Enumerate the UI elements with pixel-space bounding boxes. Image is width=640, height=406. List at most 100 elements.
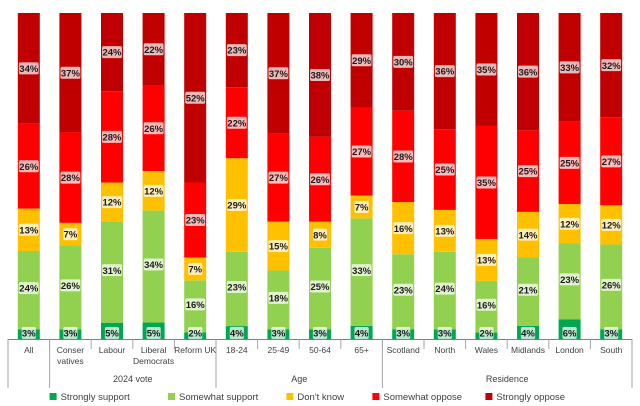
svg-text:3%: 3% <box>438 329 452 340</box>
svg-text:29%: 29% <box>227 201 247 212</box>
svg-text:7%: 7% <box>188 265 202 276</box>
svg-text:31%: 31% <box>102 266 122 277</box>
data-label-south-somewhat-support: 26% <box>601 278 621 291</box>
svg-text:16%: 16% <box>477 300 497 311</box>
svg-text:25%: 25% <box>560 158 580 169</box>
data-label-18-24-somewhat-oppose: 22% <box>226 116 247 129</box>
legend-item-somewhat-support: Somewhat support <box>168 392 259 403</box>
data-label-conser-vatives-don-t-know: 7% <box>63 228 78 241</box>
legend-item-somewhat-oppose: Somewhat oppose <box>372 392 462 403</box>
svg-text:27%: 27% <box>269 173 289 184</box>
svg-text:34%: 34% <box>19 64 39 75</box>
data-label-midlands-strongly-oppose: 36% <box>518 65 538 78</box>
svg-text:12%: 12% <box>144 186 164 197</box>
svg-text:3%: 3% <box>313 329 327 340</box>
category-label-north: North <box>434 345 455 355</box>
data-label-midlands-don-t-know: 14% <box>518 228 538 241</box>
data-label-labour-somewhat-support: 31% <box>102 264 122 277</box>
data-label-all-strongly-support: 3% <box>21 327 36 340</box>
data-label-north-don-t-know: 13% <box>434 224 455 237</box>
svg-text:24%: 24% <box>435 284 455 295</box>
data-label-liberal-democrats-somewhat-support: 34% <box>143 258 164 271</box>
category-label-midlands: Midlands <box>511 345 545 355</box>
data-label-reform-uk-don-t-know: 7% <box>188 262 203 276</box>
data-label-25-49-somewhat-support: 18% <box>268 291 289 304</box>
svg-text:7%: 7% <box>64 230 78 241</box>
svg-text:18%: 18% <box>269 293 289 304</box>
legend-item-don-t-know: Don't know <box>286 392 344 403</box>
category-label-labour: Labour <box>99 345 126 355</box>
svg-text:27%: 27% <box>602 157 622 168</box>
svg-text:3%: 3% <box>64 329 78 340</box>
svg-text:33%: 33% <box>352 266 372 277</box>
legend-label: Somewhat support <box>179 392 259 403</box>
data-label-18-24-strongly-support: 4% <box>229 327 244 340</box>
svg-text:4%: 4% <box>521 329 535 340</box>
category-label-south: South <box>600 345 622 355</box>
svg-text:6%: 6% <box>563 329 577 340</box>
data-label-25-49-don-t-know: 15% <box>268 240 289 253</box>
data-label-london-don-t-know: 12% <box>559 217 580 230</box>
svg-text:5%: 5% <box>105 329 119 340</box>
svg-text:27%: 27% <box>352 147 372 158</box>
svg-text:26%: 26% <box>61 281 81 292</box>
data-label-scotland-somewhat-support: 23% <box>393 283 414 296</box>
data-label-50-64-don-t-know: 8% <box>312 228 327 241</box>
data-label-65-somewhat-support: 33% <box>351 264 372 277</box>
data-label-conser-vatives-somewhat-oppose: 28% <box>60 171 80 184</box>
data-label-liberal-democrats-strongly-support: 5% <box>146 327 161 340</box>
category-label-scotland: Scotland <box>387 345 420 355</box>
data-label-wales-strongly-support: 2% <box>479 327 494 340</box>
legend: Strongly support Somewhat support Don't kn… <box>49 392 565 403</box>
data-label-all-strongly-oppose: 34% <box>18 62 39 75</box>
svg-text:35%: 35% <box>477 65 497 76</box>
data-label-reform-uk-strongly-oppose: 52% <box>185 91 206 104</box>
data-label-north-somewhat-support: 24% <box>434 282 455 295</box>
data-label-reform-uk-somewhat-oppose: 23% <box>185 214 205 227</box>
data-label-london-strongly-support: 6% <box>562 327 577 340</box>
svg-text:52%: 52% <box>186 93 206 104</box>
svg-text:23%: 23% <box>227 283 247 294</box>
legend-label: Strongly support <box>61 392 131 403</box>
svg-text:28%: 28% <box>102 132 122 143</box>
data-label-reform-uk-somewhat-support: 16% <box>185 298 205 311</box>
svg-text:23%: 23% <box>394 285 414 296</box>
svg-text:22%: 22% <box>227 118 247 129</box>
data-label-wales-somewhat-support: 16% <box>476 298 497 311</box>
data-label-south-strongly-support: 3% <box>604 327 619 340</box>
svg-text:38%: 38% <box>310 71 330 82</box>
legend-swatch <box>168 393 175 400</box>
svg-text:25%: 25% <box>310 282 330 293</box>
legend-item-strongly-support: Strongly support <box>49 392 131 403</box>
data-label-liberal-democrats-strongly-oppose: 22% <box>143 43 164 56</box>
data-label-conser-vatives-strongly-oppose: 37% <box>60 66 80 79</box>
data-label-north-strongly-oppose: 36% <box>434 65 455 78</box>
svg-text:15%: 15% <box>269 242 289 253</box>
data-label-65-strongly-oppose: 29% <box>351 54 372 67</box>
data-label-18-24-don-t-know: 29% <box>226 199 247 212</box>
data-label-50-64-somewhat-support: 25% <box>310 280 330 293</box>
data-label-25-49-strongly-oppose: 37% <box>268 67 288 80</box>
category-label-wales: Wales <box>475 345 498 355</box>
svg-text:3%: 3% <box>604 329 618 340</box>
data-label-65-somewhat-oppose: 27% <box>351 145 372 158</box>
data-label-65-strongly-support: 4% <box>354 327 369 340</box>
group-label-age: Age <box>291 374 307 384</box>
legend-swatch <box>286 393 294 400</box>
svg-text:23%: 23% <box>186 216 206 227</box>
legend-label: Somewhat oppose <box>383 392 462 403</box>
svg-text:7%: 7% <box>355 203 369 214</box>
data-label-south-don-t-know: 12% <box>601 218 621 232</box>
data-label-scotland-strongly-oppose: 30% <box>393 55 413 69</box>
data-label-midlands-strongly-support: 4% <box>520 327 535 340</box>
svg-text:26%: 26% <box>144 124 164 135</box>
svg-text:12%: 12% <box>102 198 122 209</box>
data-label-south-strongly-oppose: 32% <box>601 59 621 72</box>
svg-text:3%: 3% <box>396 329 410 340</box>
svg-text:8%: 8% <box>313 230 327 241</box>
svg-text:2%: 2% <box>480 329 494 340</box>
svg-text:13%: 13% <box>435 226 455 237</box>
legend-item-strongly-oppose: Strongly oppose <box>485 392 565 403</box>
data-label-london-somewhat-support: 23% <box>559 273 580 286</box>
